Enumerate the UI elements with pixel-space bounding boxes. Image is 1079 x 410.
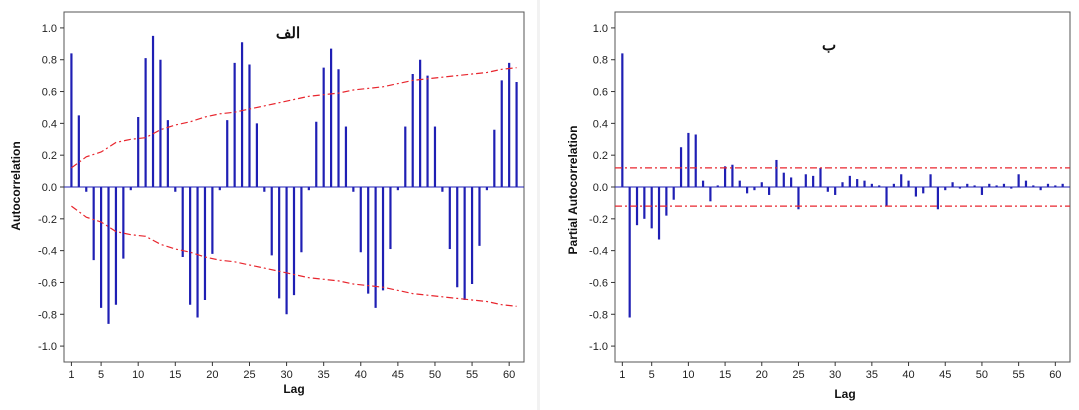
pacf-y-tick-label: 0.4: [593, 118, 608, 130]
acf-x-tick-label: 60: [503, 369, 515, 381]
acf-lower-limit: [71, 205, 517, 307]
pacf-x-tick-label: 10: [682, 369, 694, 381]
pacf-x-tick-label: 35: [866, 369, 878, 381]
acf-x-tick-label: 20: [206, 369, 218, 381]
pacf-y-tick-label: -0.8: [589, 309, 608, 321]
acf-x-tick-label: 55: [466, 369, 478, 381]
pacf-x-tick-label: 20: [756, 369, 768, 381]
acf-x-tick-label: 25: [243, 369, 255, 381]
pacf-y-tick-label: -0.2: [589, 214, 608, 226]
acf-y-ticks: -1.0 -0.8 -0.6 -0.4 -0.2 0.0 0.2 0.4 0.6 0.8 1.0: [38, 23, 64, 353]
acf-bars: [64, 35, 524, 324]
pacf-y-tick-label: 0.0: [593, 182, 608, 194]
pacf-x-axis-label: Lag: [834, 387, 855, 401]
pacf-chart: ب Lag Partial Autocorrelation 1 5 10 15 20 25…: [566, 11, 1071, 401]
acf-x-axis-label: Lag: [283, 382, 304, 396]
acf-y-tick-label: 0.8: [42, 55, 57, 67]
pacf-y-ticks: -1.0 -0.8 -0.6 -0.4 -0.2 0.0 0.2 0.4 0.6 0.8 1.0: [589, 23, 615, 353]
pacf-x-tick-label: 40: [902, 369, 914, 381]
pacf-y-tick-label: -0.6: [589, 277, 608, 289]
acf-x-tick-label: 30: [280, 369, 292, 381]
pacf-x-tick-label: 60: [1049, 369, 1061, 381]
pacf-y-tick-label: 1.0: [593, 23, 608, 35]
panel-divider: [537, 0, 540, 410]
pacf-x-tick-label: 15: [719, 369, 731, 381]
acf-x-tick-label: 35: [318, 369, 330, 381]
acf-x-tick-label: 50: [429, 369, 441, 381]
acf-chart: الف Lag Autocorrelation 1 5 10 15 20 25 30 35 40…: [9, 11, 525, 396]
pacf-y-tick-label: 0.6: [593, 87, 608, 99]
acf-x-tick-label: 1: [68, 369, 74, 381]
pacf-x-ticks: 1 5 10 15 20 25 30 35 40 45 50 55 60: [619, 362, 1061, 381]
acf-upper-limit: [71, 67, 517, 169]
acf-x-tick-label: 45: [392, 369, 404, 381]
pacf-y-tick-label: -1.0: [589, 341, 608, 353]
acf-y-tick-label: 0.0: [42, 182, 57, 194]
pacf-x-tick-label: 50: [976, 369, 988, 381]
pacf-y-axis-label: Partial Autocorrelation: [566, 126, 580, 255]
acf-confidence-limits: [71, 67, 517, 307]
acf-y-tick-label: -0.6: [38, 277, 57, 289]
acf-y-tick-label: 0.4: [42, 118, 57, 130]
acf-y-tick-label: 0.2: [42, 150, 57, 162]
pacf-x-tick-label: 1: [619, 369, 625, 381]
acf-x-tick-label: 15: [169, 369, 181, 381]
acf-y-tick-label: -1.0: [38, 341, 57, 353]
pacf-x-tick-label: 55: [1013, 369, 1025, 381]
pacf-y-tick-label: -0.4: [589, 246, 608, 258]
acf-y-tick-label: -0.2: [38, 214, 57, 226]
pacf-confidence-limits: [615, 167, 1070, 207]
acf-x-tick-label: 5: [98, 369, 104, 381]
pacf-chart-title: ب: [822, 36, 836, 54]
acf-y-tick-label: -0.8: [38, 309, 57, 321]
pacf-y-tick-label: 0.2: [593, 150, 608, 162]
acf-y-axis-label: Autocorrelation: [9, 141, 23, 230]
acf-y-tick-label: 1.0: [42, 23, 57, 35]
pacf-x-tick-label: 25: [792, 369, 804, 381]
pacf-x-tick-label: 45: [939, 369, 951, 381]
acf-chart-panel: الف Lag Autocorrelation 1 5 10 15 20 25 30 35 40…: [0, 0, 533, 410]
acf-x-tick-label: 10: [132, 369, 144, 381]
acf-chart-title: الف: [276, 24, 300, 42]
acf-y-tick-label: -0.4: [38, 246, 57, 258]
pacf-y-tick-label: 0.8: [593, 55, 608, 67]
pacf-bars: [615, 53, 1070, 318]
acf-x-ticks: 1 5 10 15 20 25 30 35 40 45 50 55 60: [68, 362, 515, 381]
acf-x-tick-label: 40: [355, 369, 367, 381]
pacf-x-tick-label: 5: [649, 369, 655, 381]
pacf-chart-panel: ب Lag Partial Autocorrelation 1 5 10 15 20 25…: [545, 0, 1079, 410]
acf-y-tick-label: 0.6: [42, 87, 57, 99]
pacf-x-tick-label: 30: [829, 369, 841, 381]
